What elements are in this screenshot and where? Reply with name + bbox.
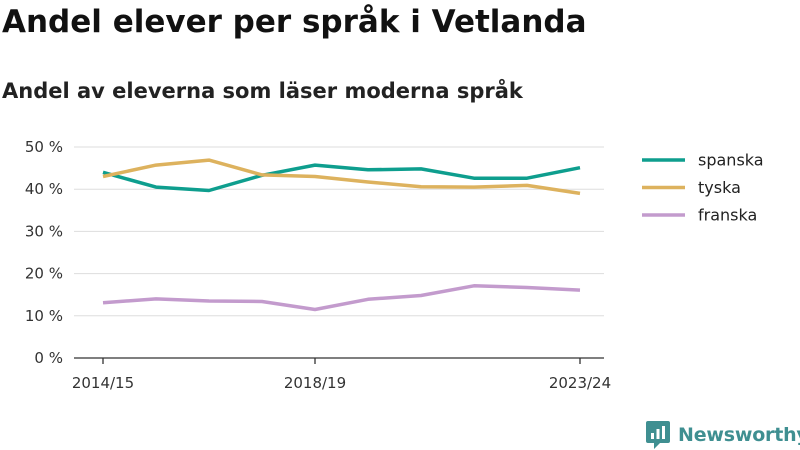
line-chart: 0 % 10 % 20 % 30 % 40 % 50 % 2014/15 2018/19 202…	[25, 138, 764, 392]
brand-logo[interactable]: Newsworthy	[645, 420, 800, 450]
series-line-tyska	[102, 158, 581, 196]
legend-label-tyska: tyska	[698, 178, 741, 197]
series-line-spanska	[102, 163, 581, 193]
chart-subtitle: Andel av eleverna som läser moderna språ…	[2, 79, 523, 103]
series-lines	[102, 158, 581, 312]
legend: spanska tyska franska	[642, 151, 764, 225]
y-tick-label: 50 %	[25, 138, 63, 156]
y-tick-label: 10 %	[25, 307, 63, 325]
chart-title: Andel elever per språk i Vetlanda	[2, 4, 587, 40]
legend-label-franska: franska	[698, 206, 757, 225]
y-tick-label: 20 %	[25, 265, 63, 283]
legend-label-spanska: spanska	[698, 151, 764, 170]
x-tick-label: 2014/15	[72, 374, 134, 392]
y-tick-label: 40 %	[25, 180, 63, 198]
y-tick-label: 30 %	[25, 222, 63, 240]
x-tick-label: 2018/19	[284, 374, 346, 392]
x-tick-label: 2023/24	[549, 374, 611, 392]
y-tick-label: 0 %	[34, 349, 63, 367]
newsworthy-logo-icon	[646, 421, 670, 449]
grid-lines	[74, 146, 604, 317]
series-line-franska	[102, 284, 581, 312]
axes: 0 % 10 % 20 % 30 % 40 % 50 % 2014/15 2018/19 202…	[25, 138, 611, 392]
brand-name: Newsworthy	[678, 424, 800, 446]
